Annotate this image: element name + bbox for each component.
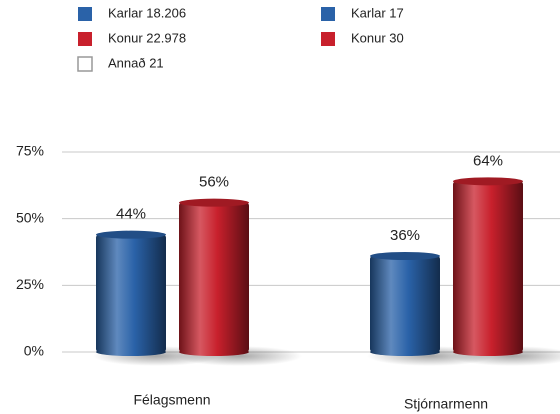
bar-top xyxy=(179,198,249,207)
legend-swatch xyxy=(78,32,92,46)
bar-base xyxy=(179,348,249,356)
legend-swatch xyxy=(78,7,92,21)
legend-label: Konur 22.978 xyxy=(108,30,186,45)
bar xyxy=(453,181,523,352)
bar-top xyxy=(453,177,523,186)
y-tick-label: 50% xyxy=(16,209,44,225)
y-tick-label: 75% xyxy=(16,143,44,159)
x-tick-label: Stjórnarmenn xyxy=(404,396,488,412)
bar-base xyxy=(370,348,440,356)
y-tick-label: 0% xyxy=(24,343,44,359)
value-label: 64% xyxy=(473,152,503,169)
value-label: 36% xyxy=(390,227,420,244)
value-label: 44% xyxy=(116,206,146,223)
bar xyxy=(96,234,166,352)
legend-label: Karlar 17 xyxy=(351,5,404,20)
y-tick-label: 25% xyxy=(16,276,44,292)
legend-swatch xyxy=(77,56,93,72)
bar xyxy=(179,202,249,352)
bar-base xyxy=(453,348,523,356)
bar-base xyxy=(96,348,166,356)
legend-swatch xyxy=(321,32,335,46)
bar-top xyxy=(96,230,166,239)
bar-top xyxy=(370,252,440,260)
value-label: 56% xyxy=(199,174,229,191)
legend-label: Annað 21 xyxy=(108,55,164,70)
bar xyxy=(370,256,440,352)
legend-label: Konur 30 xyxy=(351,30,404,45)
legend-label: Karlar 18.206 xyxy=(108,5,186,20)
x-tick-label: Félagsmenn xyxy=(133,392,210,408)
legend-swatch xyxy=(321,7,335,21)
